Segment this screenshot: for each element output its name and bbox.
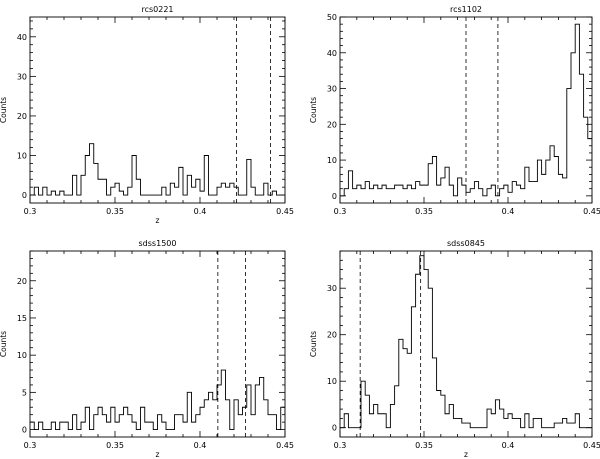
- x-tick-label: 0.4: [502, 441, 515, 450]
- x-tick-label: 0.3: [24, 207, 37, 216]
- y-tick-label: 10: [17, 351, 27, 360]
- panel-rcs0221: 0.3 0.35 0.4 0.45 0 10 20 30 40 rcs0221 z Counts: [0, 5, 294, 225]
- y-tick-label: 10: [17, 152, 27, 161]
- y-tick-label: 20: [17, 112, 27, 121]
- panel-sdss0845: 0.3 0.35 0.4 0.45 0 10 20 30 sdss0845 z Counts: [309, 239, 600, 459]
- panel-rcs1102: 0.3 0.35 0.4 0.45 0 10 20 30 40 50 rcs1102 Counts: [309, 5, 600, 216]
- x-tick-label: 0.35: [415, 441, 433, 450]
- y-tick-label: 0: [22, 426, 27, 435]
- histogram-rcs1102: [340, 23, 592, 197]
- y-tick-label: 10: [327, 377, 337, 386]
- histogram-sdss0845: [340, 255, 592, 429]
- x-tick-label: 0.45: [276, 207, 294, 216]
- y-tick-label: 30: [17, 72, 27, 81]
- y-tick-label: 15: [17, 314, 27, 323]
- y-tick-label: 0: [22, 191, 27, 200]
- x-tick-label: 0.35: [106, 207, 124, 216]
- y-axis-label: Counts: [0, 97, 8, 123]
- x-tick-label: 0.4: [502, 207, 515, 216]
- x-axis-label: z: [156, 216, 160, 225]
- chart-title: sdss0845: [447, 239, 485, 248]
- plot-frame: [29, 250, 286, 438]
- y-tick-label: 30: [327, 284, 337, 293]
- x-tick-label: 0.35: [415, 207, 433, 216]
- y-tick-label: 10: [327, 156, 337, 165]
- x-tick-label: 0.35: [106, 441, 124, 450]
- x-tick-label: 0.45: [276, 441, 294, 450]
- x-tick-label: 0.3: [334, 441, 347, 450]
- chart-title: rcs0221: [141, 5, 173, 14]
- y-tick-label: 40: [17, 33, 27, 42]
- chart-title: rcs1102: [450, 5, 482, 14]
- x-tick-label: 0.4: [194, 441, 207, 450]
- y-tick-label: 50: [327, 13, 337, 22]
- x-axis-label: z: [464, 450, 468, 459]
- x-tick-label: 0.45: [583, 207, 600, 216]
- x-tick-label: 0.45: [583, 441, 600, 450]
- histogram-rcs0221: [30, 143, 285, 196]
- x-axis-label: z: [156, 450, 160, 459]
- y-tick-label: 0: [332, 192, 337, 201]
- y-axis-label: Counts: [309, 97, 318, 123]
- panel-sdss1500: 0.3 0.35 0.4 0.45 0 5 10 15 20 sdss1500 z Counts: [0, 239, 294, 459]
- y-axis-label: Counts: [309, 331, 318, 357]
- y-tick-label: 30: [327, 85, 337, 94]
- x-tick-label: 0.4: [194, 207, 207, 216]
- y-tick-label: 20: [327, 120, 337, 129]
- histogram-sdss1500: [30, 369, 285, 431]
- y-tick-label: 5: [22, 388, 27, 397]
- x-tick-label: 0.3: [334, 207, 347, 216]
- y-tick-label: 20: [17, 277, 27, 286]
- chart-title: sdss1500: [139, 239, 177, 248]
- y-tick-label: 20: [327, 331, 337, 340]
- plot-frame: [29, 16, 286, 204]
- y-tick-label: 0: [332, 424, 337, 433]
- x-tick-label: 0.3: [24, 441, 37, 450]
- y-tick-label: 40: [327, 49, 337, 58]
- y-axis-label: Counts: [0, 331, 8, 357]
